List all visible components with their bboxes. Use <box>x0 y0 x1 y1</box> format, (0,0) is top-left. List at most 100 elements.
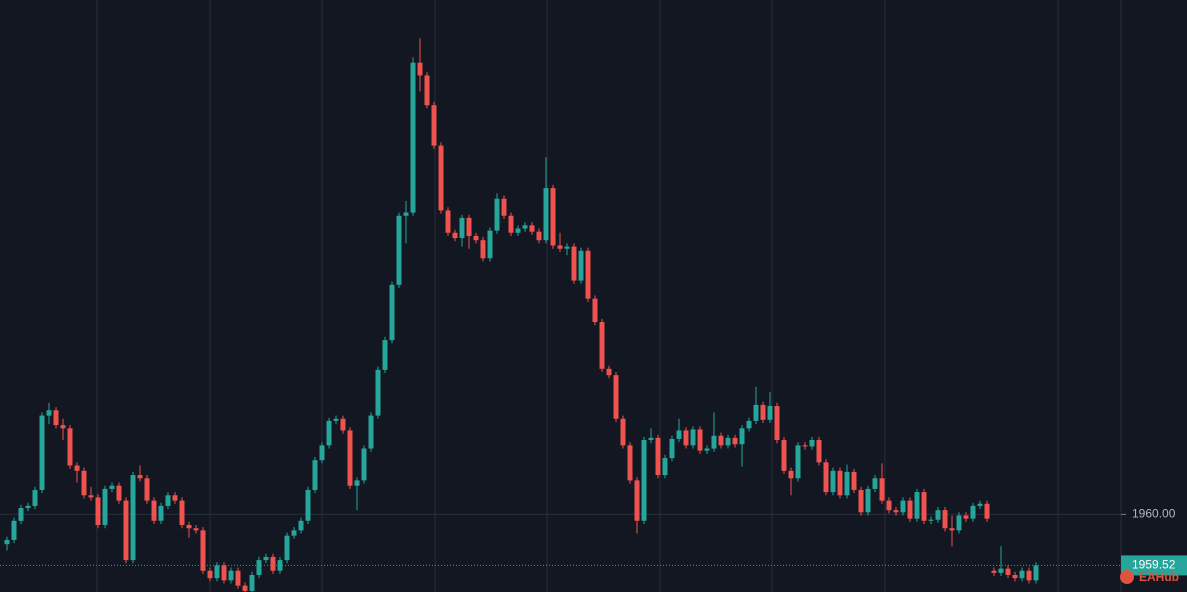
candle-body <box>382 340 388 370</box>
candle-body <box>585 250 591 299</box>
candle-body <box>599 322 605 369</box>
candle-body <box>81 470 87 496</box>
candle-body <box>543 188 549 241</box>
candle-body <box>1033 565 1039 581</box>
candle-body <box>137 475 143 479</box>
candle-body <box>95 497 101 526</box>
candle-body <box>823 462 829 493</box>
candle-body <box>718 435 724 446</box>
candle-body <box>767 406 773 420</box>
candle-body <box>291 530 297 536</box>
candle-body <box>648 437 654 441</box>
candle-body <box>88 495 94 498</box>
candle-body <box>340 418 346 431</box>
vertical-grid <box>96 0 1059 592</box>
candle-body <box>991 570 997 573</box>
candle-body <box>886 500 892 511</box>
candle-body <box>200 530 206 571</box>
candle-body <box>970 505 976 519</box>
candle-body <box>123 500 129 561</box>
candle-body <box>984 503 990 519</box>
candle-body <box>781 440 787 471</box>
candle-body <box>753 404 759 421</box>
candle-body <box>172 495 178 501</box>
candle-body <box>655 437 661 476</box>
candle-body <box>4 539 10 545</box>
candle-body <box>242 585 248 591</box>
candle-body <box>1019 570 1025 579</box>
candle-body <box>879 478 885 501</box>
candle-body <box>809 440 815 447</box>
candle-body <box>613 375 619 419</box>
candle-body <box>676 430 682 439</box>
candle-body <box>417 62 423 76</box>
candle-body <box>739 428 745 445</box>
candle-body <box>690 429 696 446</box>
candle-body <box>802 445 808 447</box>
candle-body <box>774 406 780 441</box>
candle-body <box>116 485 122 501</box>
candle-body <box>627 445 633 481</box>
candle-body <box>893 510 899 513</box>
candle-body <box>375 369 381 416</box>
candle-body <box>900 500 906 513</box>
candle-body <box>620 418 626 446</box>
candle-body <box>844 471 850 496</box>
candle-body <box>53 410 59 426</box>
watermark-icon <box>1120 570 1134 584</box>
candle-body <box>977 503 983 506</box>
candle-body <box>536 231 542 241</box>
candle-body <box>872 478 878 489</box>
candle-body <box>67 428 73 466</box>
candle-body <box>788 470 794 479</box>
candle-body <box>928 519 934 521</box>
candle-body <box>312 460 318 490</box>
candle-body <box>487 230 493 259</box>
candle-body <box>207 570 213 579</box>
candle-body <box>508 215 514 233</box>
candle-body <box>662 458 668 476</box>
candle-body <box>319 445 325 461</box>
candle-body <box>144 478 150 501</box>
candle-body <box>459 217 465 239</box>
candle-body <box>564 246 570 249</box>
candle-body <box>424 75 430 106</box>
candle-body <box>249 574 255 591</box>
candle-body <box>25 505 31 509</box>
candle-body <box>214 565 220 579</box>
candle-body <box>697 429 703 451</box>
candle-body <box>193 528 199 531</box>
candle-body <box>39 415 45 490</box>
candle-body <box>942 510 948 529</box>
y-tick-label: 1960.00 <box>1132 507 1176 521</box>
candle-body <box>480 240 486 259</box>
candle-body <box>158 505 164 521</box>
candle-body <box>501 198 507 216</box>
candle-body <box>11 520 17 540</box>
candle-body <box>347 430 353 486</box>
candle-body <box>550 188 556 246</box>
candle-body <box>130 475 136 561</box>
candle-body <box>389 284 395 341</box>
candle-body <box>949 528 955 531</box>
candle-body <box>445 210 451 233</box>
candle-body <box>578 250 584 281</box>
candle-body <box>305 489 311 521</box>
candle-body <box>298 520 304 531</box>
candle-body <box>179 500 185 526</box>
candle-body <box>326 420 332 446</box>
candle-body <box>515 228 521 233</box>
candle-body <box>60 425 66 429</box>
last-price-label: 1959.52 <box>1132 558 1176 572</box>
candle-body <box>711 435 717 449</box>
candle-body <box>795 445 801 479</box>
candle-body <box>165 495 171 506</box>
watermark: EAHub <box>1139 570 1179 584</box>
candle-body <box>669 438 675 459</box>
candle-body <box>760 404 766 420</box>
candle-body <box>18 508 24 521</box>
candle-body <box>431 105 437 146</box>
candle-body <box>816 440 822 463</box>
candle-body <box>592 298 598 323</box>
candle-body <box>557 245 563 249</box>
